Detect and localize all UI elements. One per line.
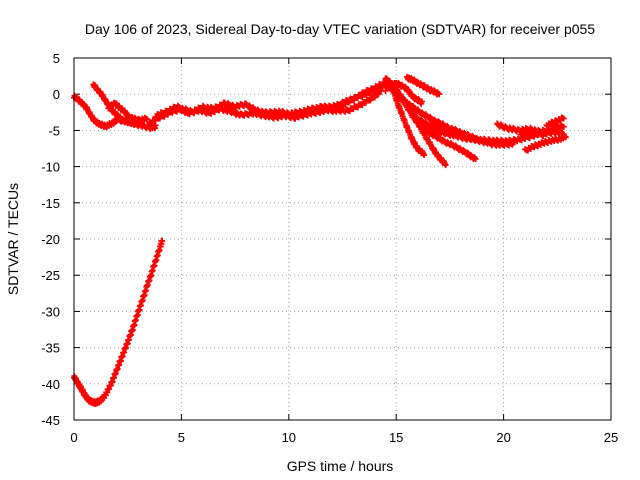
x-tick-label: 0 — [70, 430, 77, 445]
y-tick-label: 5 — [53, 51, 60, 66]
series-trace-18 — [543, 114, 567, 130]
grid-lines — [74, 58, 611, 420]
x-tick-label: 25 — [604, 430, 618, 445]
y-tick-label: -25 — [41, 268, 60, 283]
data-point — [159, 237, 166, 244]
y-tick-label: -40 — [41, 377, 60, 392]
series-trace-13 — [403, 73, 443, 98]
data-point — [472, 155, 479, 162]
series-trace-6 — [339, 81, 389, 106]
series-trace-4 — [146, 79, 389, 127]
y-tick-label: -30 — [41, 304, 60, 319]
data-point — [560, 115, 567, 122]
y-tick-label: -35 — [41, 341, 60, 356]
data-point — [144, 116, 151, 123]
y-axis-label: SDTVAR / TECUs — [5, 183, 21, 295]
data-point — [421, 152, 428, 159]
x-tick-label: 15 — [389, 430, 403, 445]
x-tick-label: 5 — [178, 430, 185, 445]
data-point — [375, 91, 382, 98]
series-trace-3 — [105, 99, 151, 125]
data-point — [436, 91, 443, 98]
data-point — [442, 162, 449, 169]
data-point — [562, 134, 569, 141]
series-trace-19 — [71, 237, 166, 407]
x-tick-label: 10 — [282, 430, 296, 445]
y-tick-label: -20 — [41, 232, 60, 247]
y-tick-label: -15 — [41, 196, 60, 211]
series-trace-17 — [522, 132, 569, 154]
x-tick-label: 20 — [496, 430, 510, 445]
x-axis-label: GPS time / hours — [287, 458, 394, 474]
plot-frame — [73, 57, 612, 421]
y-tick-label: -45 — [41, 413, 60, 428]
data-point — [367, 97, 374, 104]
data-point — [418, 98, 425, 105]
series-trace-5 — [152, 87, 385, 122]
y-tick-label: -10 — [41, 160, 60, 175]
series-trace-14 — [421, 122, 567, 146]
y-tick-label: -5 — [48, 123, 60, 138]
series-trace-12 — [382, 79, 425, 107]
data-point — [371, 94, 378, 101]
chart-title: Day 106 of 2023, Sidereal Day-to-day VTE… — [85, 21, 595, 37]
y-tick-label: 0 — [53, 87, 60, 102]
data-points — [71, 73, 569, 407]
